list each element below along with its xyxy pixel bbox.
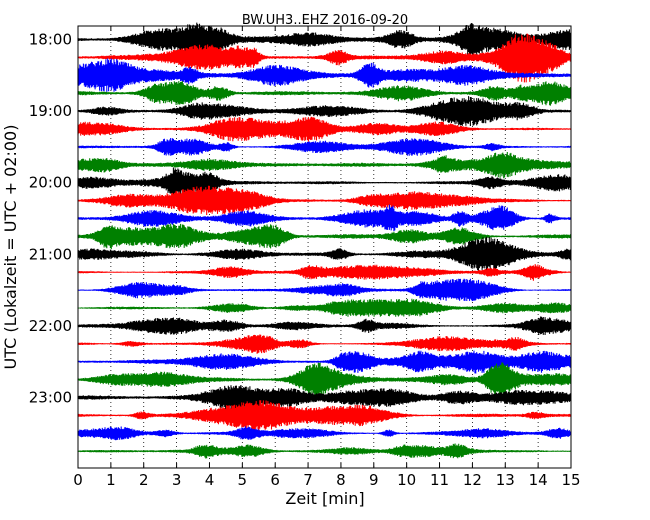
trace-line: [77, 426, 571, 441]
y-tick-label: 19:00: [29, 102, 72, 120]
trace-group: [77, 22, 571, 459]
x-tick-label: 14: [529, 471, 548, 489]
trace-line: [77, 362, 571, 399]
x-tick-label: 0: [73, 471, 83, 489]
x-tick-label: 10: [397, 471, 416, 489]
x-tick-label: 7: [303, 471, 313, 489]
plot-frame: [77, 25, 572, 469]
trace-line: [77, 138, 571, 156]
x-tick-label: 13: [496, 471, 515, 489]
y-axis-label: UTC (Lokalzeit = UTC + 02:00): [1, 125, 20, 370]
x-tick-label: 9: [369, 471, 379, 489]
chart-title: BW.UH3..EHZ 2016-09-20: [242, 13, 408, 28]
y-tick-label: 21:00: [29, 245, 72, 263]
x-tick-label: 1: [106, 471, 116, 489]
x-tick-label: 3: [172, 471, 182, 489]
trace-line: [77, 443, 571, 459]
trace-line: [77, 298, 571, 317]
x-tick-label: 5: [238, 471, 248, 489]
x-tick-label: 8: [336, 471, 346, 489]
x-axis: 0 1 2 3 4 5 6 7 8 9 10 11 12 13 14 15: [73, 26, 581, 489]
y-tick-label: 22:00: [29, 317, 72, 335]
trace-line: [77, 278, 571, 302]
x-tick-label: 4: [205, 471, 215, 489]
trace-line: [77, 152, 571, 179]
y-tick-label: 20:00: [29, 174, 72, 192]
x-tick-label: 12: [463, 471, 482, 489]
y-tick-label: 18:00: [29, 31, 72, 49]
x-tick-label: 2: [139, 471, 149, 489]
trace-line: [77, 116, 571, 142]
trace-line: [77, 204, 571, 232]
x-tick-label: 6: [270, 471, 280, 489]
x-tick-label: 15: [561, 471, 580, 489]
trace-line: [77, 316, 571, 335]
x-tick-label: 11: [430, 471, 449, 489]
x-axis-label: Zeit [min]: [285, 489, 364, 508]
y-axis: 18:00 19:00 20:00 21:00 22:00 23:00: [29, 31, 571, 407]
y-tick-label: 23:00: [29, 389, 72, 407]
trace-line: [77, 334, 571, 354]
trace-line: [77, 400, 571, 431]
